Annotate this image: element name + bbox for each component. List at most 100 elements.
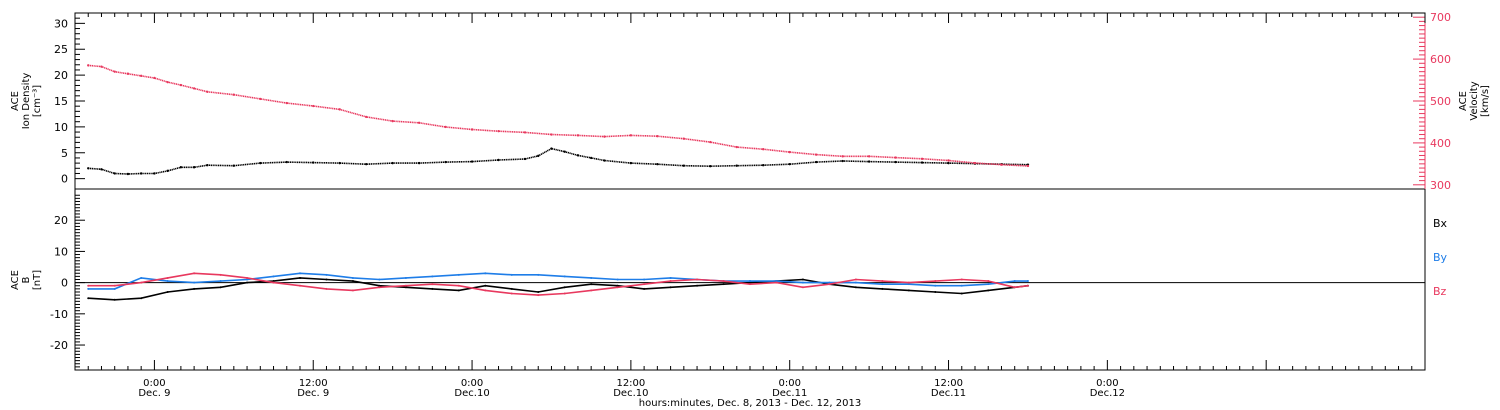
field-point-bx [140, 297, 143, 300]
field-point-bz [193, 272, 196, 275]
field-point-bx [854, 286, 857, 289]
top-point-density [192, 166, 196, 169]
top-point-velocity [166, 80, 169, 84]
top-point-velocity [603, 135, 606, 138]
density-tick-label: 30 [54, 17, 68, 30]
field-point-bz [696, 278, 699, 281]
field-axis-title-line: ACE [10, 270, 21, 290]
field-point-bz [140, 281, 143, 284]
field-point-by [643, 278, 646, 281]
field-point-bz [510, 292, 513, 295]
field-point-by [828, 281, 831, 284]
time-tick-label: 12:00 [616, 378, 645, 389]
field-point-bx [351, 280, 354, 283]
field-point-bz [1026, 284, 1029, 287]
field-point-bz [669, 280, 672, 283]
top-point-density [259, 161, 262, 165]
top-point-velocity [920, 157, 924, 161]
field-tick-label: 10 [54, 245, 68, 258]
field-point-by [563, 275, 566, 278]
time-tick-label: 0:00 [461, 378, 483, 389]
velocity-tick-label: 500 [1430, 95, 1451, 108]
top-point-velocity [1000, 163, 1003, 166]
field-point-bz [616, 286, 619, 289]
field-point-bx [325, 278, 328, 281]
top-point-velocity [709, 140, 712, 144]
field-point-by [140, 276, 143, 279]
legend-bz: Bz [1433, 285, 1447, 298]
field-point-bz [722, 280, 725, 283]
field-point-by [193, 281, 196, 284]
field-axis-title-line: [nT] [32, 270, 43, 290]
field-point-by [404, 276, 407, 279]
velocity-axis-title: ACE Velocity [km/s] [1458, 81, 1491, 120]
top-point-density [113, 172, 116, 175]
top-point-velocity [762, 147, 765, 151]
top-point-density [709, 165, 712, 168]
field-point-bx [378, 284, 381, 287]
top-point-density [166, 169, 169, 173]
top-point-velocity [576, 134, 580, 137]
field-point-by [907, 283, 910, 286]
field-point-bx [457, 289, 460, 292]
top-point-velocity [87, 64, 90, 67]
field-point-bz [775, 281, 778, 284]
density-tick-label: 10 [54, 121, 68, 134]
field-point-bz [563, 292, 566, 295]
field-point-by [431, 275, 434, 278]
date-tick-label: Dec. 9 [138, 388, 170, 399]
field-point-bz [246, 276, 249, 279]
top-point-density [100, 168, 103, 171]
field-point-bx [960, 292, 963, 295]
velocity-axis-title-line: Velocity [1469, 81, 1480, 120]
field-point-by [272, 275, 275, 278]
top-point-velocity [206, 90, 209, 93]
top-point-velocity [682, 137, 686, 140]
field-point-bx [166, 290, 169, 293]
field-point-bz [404, 284, 407, 287]
top-point-density [603, 159, 606, 162]
field-point-by [960, 284, 963, 287]
field-point-bz [431, 283, 434, 286]
field-point-bz [854, 278, 857, 281]
top-point-density [444, 160, 447, 164]
field-point-by [854, 281, 857, 284]
top-point-density [894, 160, 897, 164]
field-point-bx [510, 287, 513, 290]
field-point-bz [87, 284, 90, 287]
density-axis-title-line: [cm⁻³] [32, 85, 43, 117]
top-point-velocity [629, 134, 633, 137]
top-point-velocity [841, 155, 844, 158]
top-point-velocity [867, 155, 871, 158]
field-point-bx [616, 284, 619, 287]
field-point-by [325, 273, 328, 276]
field-point-bz [166, 276, 169, 279]
field-point-by [934, 284, 937, 287]
time-tick-label: 0:00 [1096, 378, 1118, 389]
field-point-by [219, 280, 222, 283]
velocity-tick-label: 300 [1430, 179, 1451, 192]
velocity-tick-label: 600 [1430, 53, 1451, 66]
top-point-velocity [100, 65, 103, 68]
top-point-density [206, 163, 209, 167]
field-point-by [510, 273, 513, 276]
density-axis-title: ACE Ion Density [cm⁻³] [10, 73, 43, 130]
date-tick-label: Dec. 9 [297, 388, 329, 399]
top-point-density [391, 161, 394, 165]
time-tick-label: 0:00 [778, 378, 800, 389]
top-point-density [523, 157, 527, 161]
field-point-by [590, 276, 593, 279]
date-tick-label: Dec.10 [454, 388, 489, 399]
field-point-by [484, 272, 487, 275]
date-tick-label: Dec.12 [1090, 388, 1125, 399]
top-point-velocity [444, 125, 447, 129]
top-point-velocity [192, 87, 196, 90]
time-tick-label: 0:00 [143, 378, 165, 389]
top-point-density [179, 166, 183, 169]
top-point-velocity [656, 135, 659, 138]
field-point-bx [696, 284, 699, 287]
top-point-density [285, 160, 288, 164]
top-point-density [762, 163, 765, 167]
field-point-bx [643, 287, 646, 290]
